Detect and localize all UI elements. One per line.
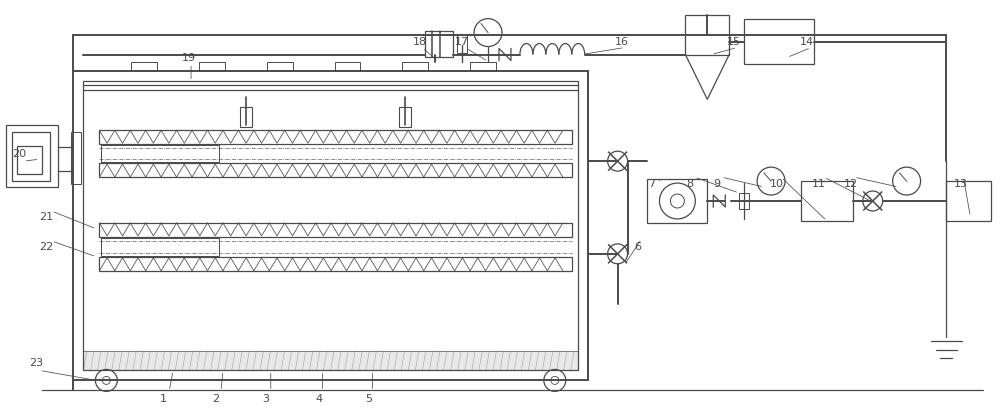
Text: 21: 21 <box>39 212 54 222</box>
Text: 14: 14 <box>800 36 814 47</box>
Text: 10: 10 <box>770 179 784 189</box>
Bar <box>131 63 157 72</box>
Bar <box>17 146 42 174</box>
Bar <box>399 107 411 127</box>
Bar <box>12 132 50 181</box>
Bar <box>83 81 578 371</box>
Text: 12: 12 <box>844 179 858 189</box>
Bar <box>744 19 814 65</box>
Text: 9: 9 <box>714 179 721 189</box>
Bar <box>647 179 707 223</box>
Bar <box>99 130 572 144</box>
Bar <box>99 163 572 177</box>
Bar <box>425 31 453 56</box>
Bar <box>71 132 81 184</box>
Text: 8: 8 <box>686 179 693 189</box>
Bar <box>335 63 360 72</box>
Bar <box>83 351 578 371</box>
Text: 15: 15 <box>727 36 741 47</box>
Bar <box>801 181 853 221</box>
Bar <box>99 223 572 237</box>
Bar <box>73 72 588 380</box>
Bar <box>240 107 252 127</box>
Bar <box>101 238 219 256</box>
Text: 18: 18 <box>413 36 427 47</box>
Bar <box>685 15 729 54</box>
Bar <box>99 257 572 271</box>
Text: 13: 13 <box>953 179 967 189</box>
Text: 17: 17 <box>455 36 469 47</box>
Text: 3: 3 <box>262 394 269 405</box>
Text: 7: 7 <box>648 179 655 189</box>
Bar <box>267 63 293 72</box>
Text: 20: 20 <box>13 149 27 159</box>
Bar <box>946 181 991 221</box>
Bar <box>739 193 749 209</box>
Bar <box>6 125 58 187</box>
Bar <box>101 145 219 162</box>
Bar <box>402 63 428 72</box>
Text: 5: 5 <box>365 394 372 405</box>
Bar <box>199 63 225 72</box>
Text: 6: 6 <box>634 242 641 252</box>
Text: 22: 22 <box>39 242 54 252</box>
Text: 16: 16 <box>615 36 629 47</box>
Text: 1: 1 <box>160 394 167 405</box>
Text: 2: 2 <box>212 394 220 405</box>
Text: 23: 23 <box>30 358 44 369</box>
Bar <box>470 63 496 72</box>
Bar <box>457 35 467 52</box>
Text: 19: 19 <box>182 52 196 63</box>
Text: 4: 4 <box>315 394 322 405</box>
Text: 11: 11 <box>812 179 826 189</box>
